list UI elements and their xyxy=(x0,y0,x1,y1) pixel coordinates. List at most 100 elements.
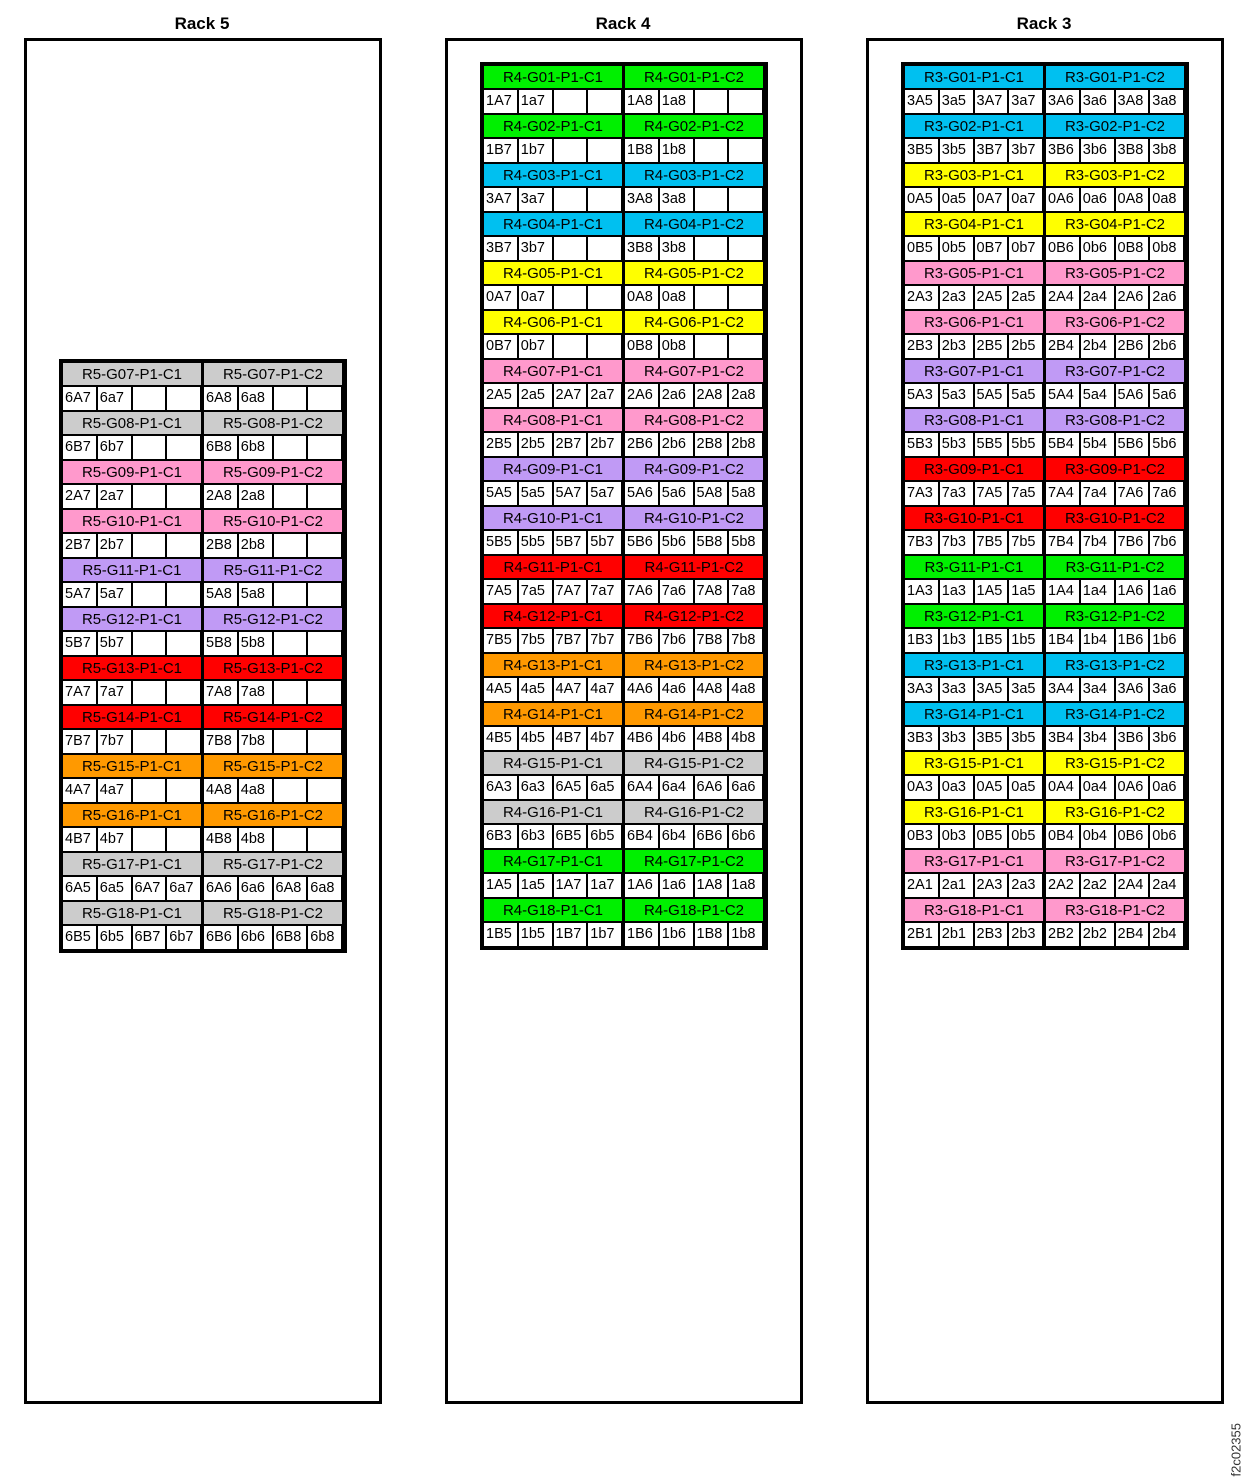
port-cell: 2A6 xyxy=(624,383,659,408)
port-cell: 1a6 xyxy=(1149,579,1184,604)
port-row: 2B1 2b1 2B3 2b3 2B2 2b2 2B4 2b4 xyxy=(904,922,1186,947)
port-group: R5-G08-P1-C1 R5-G08-P1-C2 6B7 6b7 6B8 6b8 xyxy=(62,411,344,460)
port-cell: 1B8 xyxy=(624,138,659,163)
group-header: R5-G07-P1-C1 R5-G07-P1-C2 xyxy=(62,362,344,386)
port-cell: 2a4 xyxy=(1079,285,1115,310)
card-label: R3-G01-P1-C2 xyxy=(1045,65,1186,89)
port-half: 4A7 4a7 xyxy=(62,778,203,803)
port-group: R3-G10-P1-C1 R3-G10-P1-C2 7B3 7b3 7B5 7b5 7B4 7… xyxy=(904,506,1186,555)
port-cell: 6b3 xyxy=(517,824,553,849)
card-label: R4-G12-P1-C1 xyxy=(483,604,624,628)
port-group: R3-G03-P1-C1 R3-G03-P1-C2 0A5 0a5 0A7 0a7 0A6 0… xyxy=(904,163,1186,212)
port-cell: 2B5 xyxy=(973,334,1009,359)
card-label: R5-G14-P1-C1 xyxy=(62,705,203,729)
card-label: R3-G08-P1-C1 xyxy=(904,408,1045,432)
port-cell: 2B4 xyxy=(1045,334,1080,359)
port-row: 4A5 4a5 4A7 4a7 4A6 4a6 4A8 4a8 xyxy=(483,677,765,702)
port-cell: 5B5 xyxy=(973,432,1009,457)
port-half: 4A6 4a6 4A8 4a8 xyxy=(624,677,765,702)
port-row: 5B7 5b7 5B8 5b8 xyxy=(62,631,344,656)
group-header: R5-G17-P1-C1 R5-G17-P1-C2 xyxy=(62,852,344,876)
port-group: R3-G15-P1-C1 R3-G15-P1-C2 0A3 0a3 0A5 0a5 0A4 0… xyxy=(904,751,1186,800)
card-label: R4-G07-P1-C2 xyxy=(624,359,765,383)
port-cell: 1B7 xyxy=(483,138,518,163)
port-cell: 6b4 xyxy=(658,824,694,849)
card-label: R3-G08-P1-C2 xyxy=(1045,408,1186,432)
port-row: 5B5 5b5 5B7 5b7 5B6 5b6 5B8 5b8 xyxy=(483,530,765,555)
card-label: R3-G14-P1-C1 xyxy=(904,702,1045,726)
port-cell: 1b8 xyxy=(658,138,694,163)
port-cell: 0B7 xyxy=(483,334,518,359)
group-header: R3-G18-P1-C1 R3-G18-P1-C2 xyxy=(904,898,1186,922)
port-cell: 7B4 xyxy=(1045,530,1080,555)
port-cell: 3b7 xyxy=(517,236,553,261)
port-half: 5A4 5a4 5A6 5a6 xyxy=(1045,383,1186,408)
port-cell: 0b8 xyxy=(658,334,694,359)
port-group: R4-G09-P1-C1 R4-G09-P1-C2 5A5 5a5 5A7 5a7 5A6 5… xyxy=(483,457,765,506)
port-cell xyxy=(166,386,201,411)
port-cell: 7A7 xyxy=(62,680,97,705)
port-half: 7B4 7b4 7B6 7b6 xyxy=(1045,530,1186,555)
port-half: 1A5 1a5 1A7 1a7 xyxy=(483,873,624,898)
port-group: R5-G09-P1-C1 R5-G09-P1-C2 2A7 2a7 2A8 2a8 xyxy=(62,460,344,509)
port-half: 1B3 1b3 1B5 1b5 xyxy=(904,628,1045,653)
port-cell: 0A5 xyxy=(973,775,1009,800)
port-cell xyxy=(166,729,201,754)
port-half: 6A8 6a8 xyxy=(203,386,344,411)
port-cell xyxy=(131,729,167,754)
group-header: R4-G09-P1-C1 R4-G09-P1-C2 xyxy=(483,457,765,481)
port-group: R3-G11-P1-C1 R3-G11-P1-C2 1A3 1a3 1A5 1a5 1A4 1… xyxy=(904,555,1186,604)
port-group: R3-G05-P1-C1 R3-G05-P1-C2 2A3 2a3 2A5 2a5 2A4 2… xyxy=(904,261,1186,310)
port-cell: 4B6 xyxy=(624,726,659,751)
port-cell xyxy=(552,187,588,212)
port-cell: 6a5 xyxy=(587,775,622,800)
port-half: 5B8 5b8 xyxy=(203,631,344,656)
port-cell: 1b7 xyxy=(587,922,622,947)
port-cell: 7a4 xyxy=(1079,481,1115,506)
port-cell: 7b8 xyxy=(237,729,273,754)
port-cell: 0b7 xyxy=(517,334,553,359)
port-cell: 5b3 xyxy=(938,432,974,457)
port-cell: 0b6 xyxy=(1149,824,1184,849)
card-label: R3-G13-P1-C2 xyxy=(1045,653,1186,677)
port-cell: 3a5 xyxy=(1008,677,1043,702)
card-label: R3-G09-P1-C1 xyxy=(904,457,1045,481)
card-label: R5-G11-P1-C2 xyxy=(203,558,344,582)
port-cell xyxy=(693,334,729,359)
port-cell xyxy=(552,334,588,359)
port-cell: 3B4 xyxy=(1045,726,1080,751)
port-cell: 0a5 xyxy=(1008,775,1043,800)
port-cell: 5A6 xyxy=(1114,383,1150,408)
card-label: R4-G08-P1-C1 xyxy=(483,408,624,432)
port-cell: 4b5 xyxy=(517,726,553,751)
port-cell: 0a5 xyxy=(938,187,974,212)
port-half: 3A7 3a7 xyxy=(483,187,624,212)
port-cell xyxy=(307,386,342,411)
port-half: 6B7 6b7 xyxy=(62,435,203,460)
port-cell: 2B4 xyxy=(1114,922,1150,947)
port-cell xyxy=(272,386,308,411)
port-cell: 7b5 xyxy=(517,628,553,653)
port-cell xyxy=(552,236,588,261)
port-cell: 7b6 xyxy=(658,628,694,653)
port-cell: 7A8 xyxy=(693,579,729,604)
port-cell: 6b5 xyxy=(96,925,132,950)
group-header: R4-G08-P1-C1 R4-G08-P1-C2 xyxy=(483,408,765,432)
port-row: 7B5 7b5 7B7 7b7 7B6 7b6 7B8 7b8 xyxy=(483,628,765,653)
port-cell: 2b5 xyxy=(1008,334,1043,359)
group-header: R3-G02-P1-C1 R3-G02-P1-C2 xyxy=(904,114,1186,138)
port-group: R4-G13-P1-C1 R4-G13-P1-C2 4A5 4a5 4A7 4a7 4A6 4… xyxy=(483,653,765,702)
port-cell: 6B8 xyxy=(203,435,238,460)
port-cell: 3a4 xyxy=(1079,677,1115,702)
card-label: R5-G14-P1-C2 xyxy=(203,705,344,729)
port-cell xyxy=(728,285,763,310)
port-cell xyxy=(272,484,308,509)
port-cell: 6A5 xyxy=(62,876,97,901)
port-half: 1B5 1b5 1B7 1b7 xyxy=(483,922,624,947)
port-cell: 5B6 xyxy=(624,530,659,555)
card-label: R3-G05-P1-C1 xyxy=(904,261,1045,285)
card-label: R5-G12-P1-C1 xyxy=(62,607,203,631)
port-cell: 1A5 xyxy=(973,579,1009,604)
port-cell: 2b1 xyxy=(938,922,974,947)
port-cell: 6B7 xyxy=(62,435,97,460)
